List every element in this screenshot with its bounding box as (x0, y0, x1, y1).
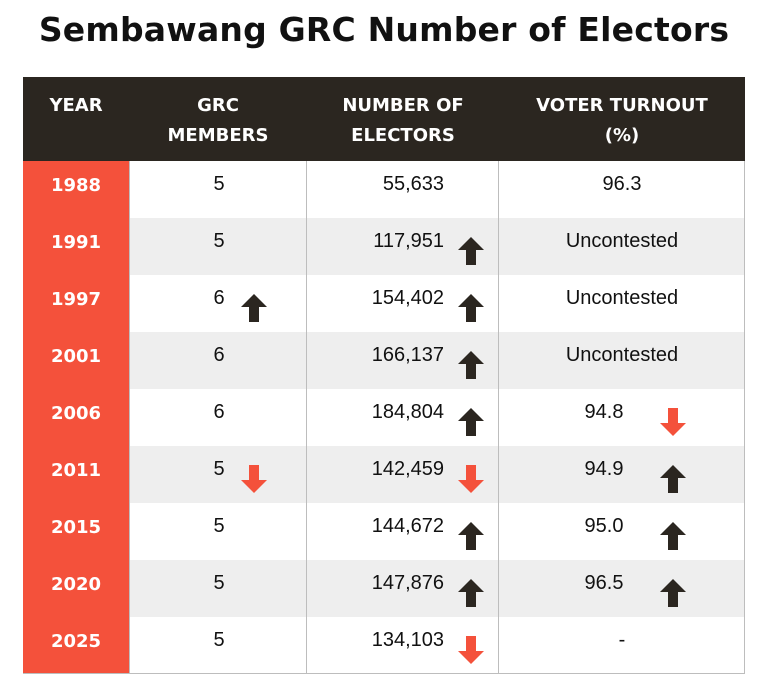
members-value: 5 (213, 230, 225, 252)
header-grc-members: GRC MEMBERS (129, 77, 307, 161)
electors-cell: 144,672 (307, 503, 499, 560)
electors-cell: 147,876 (307, 560, 499, 617)
members-value: 6 (213, 401, 225, 423)
table-row: 1991 5 117,951 Uncontested (23, 218, 745, 275)
year-cell: 1997 (23, 275, 129, 332)
members-value: 5 (213, 629, 225, 651)
members-cell: 6 (129, 389, 307, 446)
up-arrow-icon (659, 464, 687, 494)
up-arrow-icon (659, 521, 687, 551)
turnout-cell: - (499, 617, 745, 674)
header-voter-turnout: VOTER TURNOUT (%) (536, 95, 708, 146)
year-cell: 1991 (23, 218, 129, 275)
electors-cell: 134,103 (307, 617, 499, 674)
members-value: 5 (213, 173, 225, 195)
table-row: 2015 5 144,672 95.0 (23, 503, 745, 560)
members-cell: 6 (129, 275, 307, 332)
chart-title: Sembawang GRC Number of Electors (38, 10, 730, 49)
up-arrow-icon (457, 521, 485, 551)
year-cell: 2015 (23, 503, 129, 560)
turnout-cell: 96.5 (499, 560, 745, 617)
members-cell: 5 (129, 617, 307, 674)
electors-cell: 154,402 (307, 275, 499, 332)
electors-cell: 166,137 (307, 332, 499, 389)
table-row: 2025 5 134,103 - (23, 617, 745, 674)
electors-value: 144,672 (371, 515, 444, 537)
electors-value: 154,402 (371, 287, 444, 309)
members-cell: 6 (129, 332, 307, 389)
electors-value: 55,633 (382, 173, 444, 195)
table-body: 1988 5 55,633 96.3 1991 5 117,951 Uncontested 19… (23, 161, 745, 674)
up-arrow-icon (457, 293, 485, 323)
electors-cell: 142,459 (307, 446, 499, 503)
header-number-of-electors: NUMBER OF ELECTORS (342, 95, 464, 146)
electors-value: 117,951 (373, 230, 444, 252)
electors-value: 184,804 (371, 401, 444, 423)
up-arrow-icon (457, 578, 485, 608)
table-row: 2001 6 166,137 Uncontested (23, 332, 745, 389)
turnout-cell: Uncontested (499, 332, 745, 389)
electors-cell: 55,633 (307, 161, 499, 218)
up-arrow-icon (457, 236, 485, 266)
turnout-value: Uncontested (565, 287, 679, 309)
turnout-cell: Uncontested (499, 275, 745, 332)
table-row: 2006 6 184,804 94.8 (23, 389, 745, 446)
table-row: 2011 5 142,459 94.9 (23, 446, 745, 503)
electors-value: 147,876 (371, 572, 444, 594)
members-value: 5 (213, 572, 225, 594)
members-value: 6 (213, 344, 225, 366)
table-header: YEAR GRC MEMBERS NUMBER OF ELECTORS VOTER … (23, 77, 745, 161)
electors-value: 134,103 (371, 629, 444, 651)
electors-value: 166,137 (371, 344, 444, 366)
members-cell: 5 (129, 161, 307, 218)
turnout-value: - (618, 629, 626, 651)
year-cell: 2011 (23, 446, 129, 503)
table-row: 1988 5 55,633 96.3 (23, 161, 745, 218)
turnout-cell: 94.9 (499, 446, 745, 503)
turnout-value: 94.8 (584, 401, 624, 423)
members-value: 6 (213, 287, 225, 309)
turnout-cell: Uncontested (499, 218, 745, 275)
electors-value: 142,459 (371, 458, 444, 480)
members-value: 5 (213, 515, 225, 537)
electors-cell: 117,951 (307, 218, 499, 275)
header-year: YEAR (49, 95, 103, 116)
turnout-value: 96.3 (602, 173, 642, 195)
table-row: 1997 6 154,402 Uncontested (23, 275, 745, 332)
up-arrow-icon (457, 407, 485, 437)
year-cell: 2006 (23, 389, 129, 446)
members-cell: 5 (129, 446, 307, 503)
turnout-cell: 94.8 (499, 389, 745, 446)
year-cell: 1988 (23, 161, 129, 218)
year-cell: 2020 (23, 560, 129, 617)
up-arrow-icon (457, 350, 485, 380)
header-grc-members-label: GRC MEMBERS (167, 95, 269, 146)
table-row: 2020 5 147,876 96.5 (23, 560, 745, 617)
turnout-cell: 96.3 (499, 161, 745, 218)
turnout-value: Uncontested (565, 344, 679, 366)
turnout-value: 96.5 (584, 572, 624, 594)
electors-cell: 184,804 (307, 389, 499, 446)
year-cell: 2001 (23, 332, 129, 389)
up-arrow-icon (240, 293, 268, 323)
members-cell: 5 (129, 218, 307, 275)
turnout-value: Uncontested (565, 230, 679, 252)
turnout-value: 94.9 (584, 458, 624, 480)
members-cell: 5 (129, 560, 307, 617)
turnout-cell: 95.0 (499, 503, 745, 560)
down-arrow-icon (659, 407, 687, 437)
members-value: 5 (213, 458, 225, 480)
electors-table: YEAR GRC MEMBERS NUMBER OF ELECTORS VOTER … (23, 77, 745, 674)
up-arrow-icon (659, 578, 687, 608)
down-arrow-icon (240, 464, 268, 494)
year-cell: 2025 (23, 617, 129, 674)
turnout-value: 95.0 (584, 515, 624, 537)
down-arrow-icon (457, 635, 485, 665)
down-arrow-icon (457, 464, 485, 494)
members-cell: 5 (129, 503, 307, 560)
